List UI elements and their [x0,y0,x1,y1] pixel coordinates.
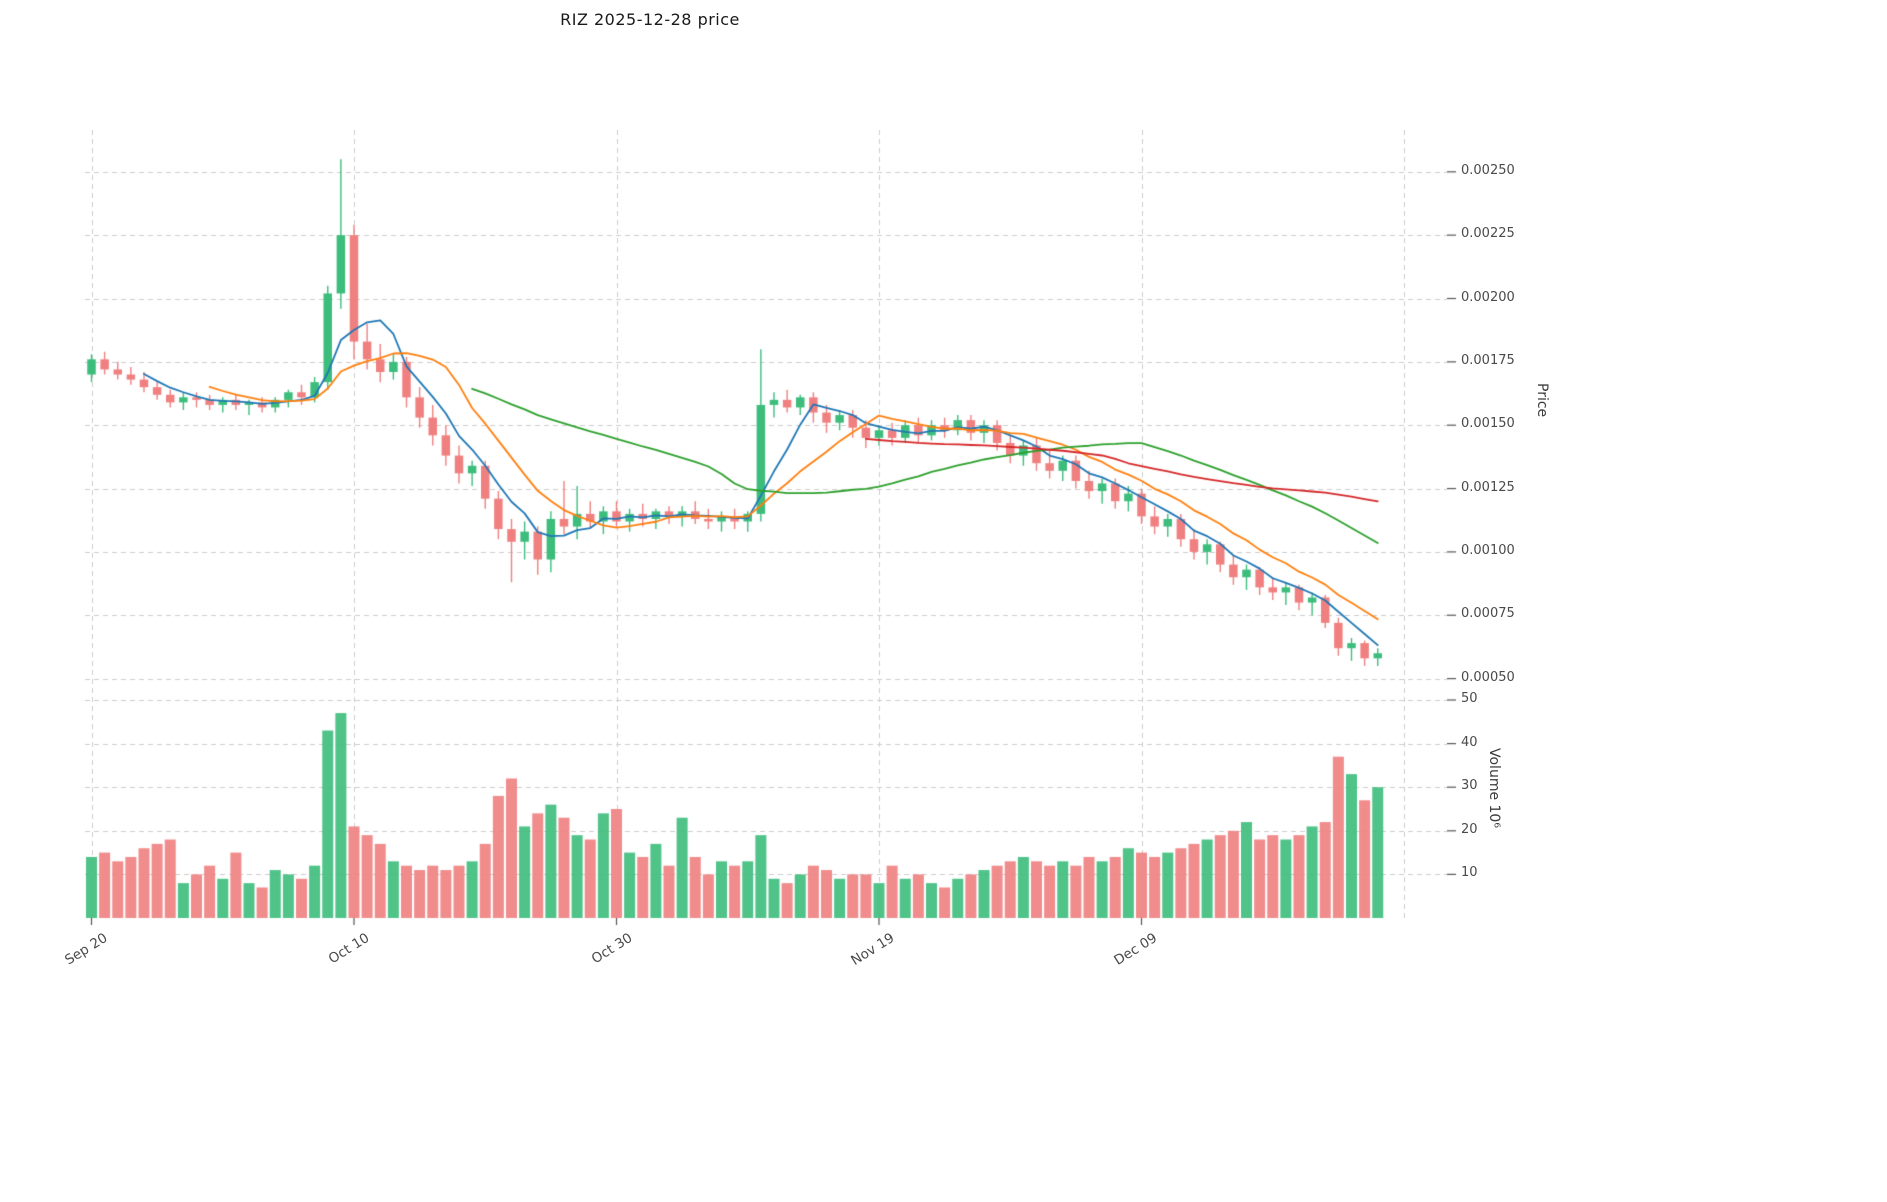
candlestick-chart-canvas [0,0,1887,1202]
candlestick-chart-figure: RIZ 2025-12-28 price Price Volume 10⁶ 0.… [0,0,1887,1202]
